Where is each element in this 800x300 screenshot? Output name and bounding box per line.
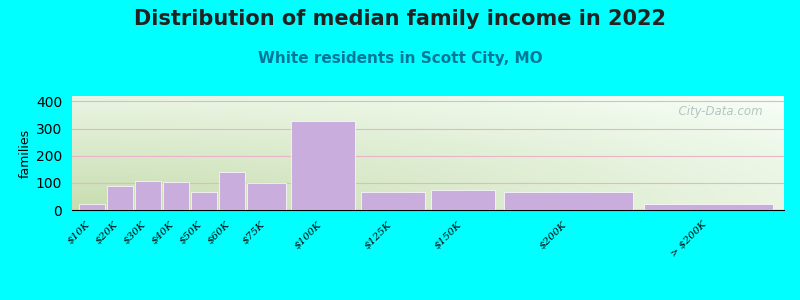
Bar	[191, 192, 217, 210]
Bar	[106, 186, 133, 210]
Bar	[163, 182, 189, 210]
Y-axis label: families: families	[18, 128, 32, 178]
Bar	[219, 172, 245, 210]
Text: City-Data.com: City-Data.com	[671, 105, 762, 118]
Bar	[247, 183, 286, 210]
Text: White residents in Scott City, MO: White residents in Scott City, MO	[258, 51, 542, 66]
Bar	[431, 190, 495, 210]
Bar	[361, 192, 425, 210]
Bar	[290, 121, 355, 210]
Bar	[504, 192, 633, 210]
Bar	[134, 181, 161, 210]
Bar	[644, 204, 773, 210]
Text: Distribution of median family income in 2022: Distribution of median family income in …	[134, 9, 666, 29]
Bar	[78, 204, 105, 210]
